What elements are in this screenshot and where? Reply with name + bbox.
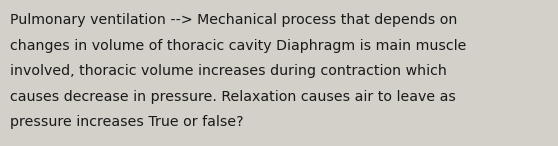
Text: involved, thoracic volume increases during contraction which: involved, thoracic volume increases duri… [10, 64, 447, 78]
Text: causes decrease in pressure. Relaxation causes air to leave as: causes decrease in pressure. Relaxation … [10, 90, 456, 104]
Text: pressure increases True or false?: pressure increases True or false? [10, 115, 244, 129]
Text: changes in volume of thoracic cavity Diaphragm is main muscle: changes in volume of thoracic cavity Dia… [10, 39, 466, 53]
Text: Pulmonary ventilation --> Mechanical process that depends on: Pulmonary ventilation --> Mechanical pro… [10, 13, 458, 27]
